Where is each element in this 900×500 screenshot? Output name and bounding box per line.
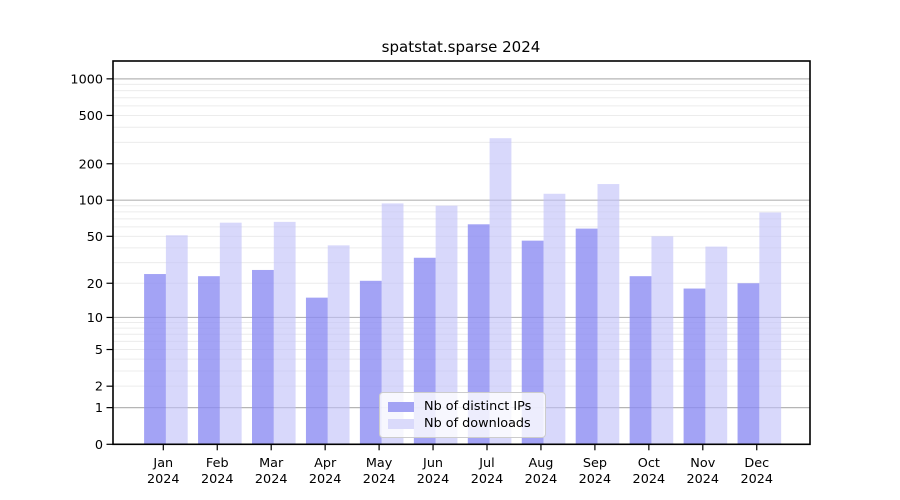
x-tick-label-year: 2024 — [740, 472, 773, 487]
legend-item-downloads: Nb of downloads — [388, 416, 537, 432]
y-tick-label: 10 — [87, 311, 103, 326]
bar-downloads-feb — [219, 222, 242, 445]
bar-distinct-ips-sep — [575, 228, 598, 445]
x-tick-label-month: Mar — [259, 456, 284, 471]
bar-distinct-ips-dec — [737, 283, 760, 445]
y-tick-label: 1000 — [70, 72, 103, 87]
legend-swatch-downloads — [388, 418, 414, 429]
x-tick-label-year: 2024 — [147, 472, 180, 487]
y-tick-label: 2 — [95, 380, 103, 395]
x-tick-label-month: Apr — [314, 456, 337, 471]
x-tick-label-year: 2024 — [255, 472, 288, 487]
y-tick-label: 1 — [95, 401, 103, 416]
legend-label-distinct-ips: Nb of distinct IPs — [424, 398, 532, 414]
y-tick-label: 50 — [87, 230, 103, 245]
chart-title: spatstat.sparse 2024 — [381, 38, 541, 56]
bar-downloads-aug — [543, 193, 566, 445]
bar-downloads-oct — [651, 236, 674, 445]
y-tick-label: 500 — [79, 109, 103, 124]
bar-downloads-jan — [165, 235, 188, 445]
x-tick-label-month: Jan — [152, 456, 173, 471]
plot-frame — [112, 60, 811, 446]
y-tick-label: 5 — [95, 343, 103, 358]
x-tick-label-year: 2024 — [579, 472, 612, 487]
bar-distinct-ips-jan — [144, 274, 166, 445]
bar-downloads-jul — [489, 138, 512, 445]
x-tick-label-month: Oct — [638, 456, 660, 471]
bar-downloads-apr — [327, 245, 350, 445]
y-tick-label: 100 — [79, 194, 103, 209]
bar-distinct-ips-may — [359, 280, 382, 445]
x-tick-label-year: 2024 — [201, 472, 234, 487]
legend-label-downloads: Nb of downloads — [424, 415, 531, 431]
bar-distinct-ips-nov — [683, 288, 706, 445]
x-tick-label-month: Aug — [528, 456, 553, 471]
x-tick-label-year: 2024 — [417, 472, 450, 487]
x-tick-label-month: Dec — [744, 456, 769, 471]
x-tick-label-year: 2024 — [363, 472, 396, 487]
x-tick-label-month: May — [366, 456, 393, 471]
y-tick-label: 0 — [95, 438, 103, 453]
bar-distinct-ips-jul — [467, 224, 490, 445]
x-tick-label-month: Jun — [422, 456, 443, 471]
bar-distinct-ips-oct — [629, 276, 652, 445]
x-tick-label-year: 2024 — [471, 472, 504, 487]
bar-downloads-mar — [273, 221, 296, 445]
legend: Nb of distinct IPs Nb of downloads — [379, 392, 546, 438]
x-tick-label-month: Feb — [206, 456, 229, 471]
bar-downloads-dec — [759, 212, 782, 445]
bar-downloads-nov — [705, 246, 728, 445]
bar-distinct-ips-apr — [305, 297, 328, 445]
x-tick-label-month: Nov — [690, 456, 715, 471]
bar-downloads-may — [381, 203, 404, 445]
x-tick-label-month: Jul — [478, 456, 494, 471]
bar-distinct-ips-mar — [252, 269, 274, 445]
legend-swatch-distinct-ips — [388, 401, 414, 412]
x-tick-label-year: 2024 — [687, 472, 720, 487]
y-tick-label: 200 — [79, 157, 103, 172]
legend-item-distinct-ips: Nb of distinct IPs — [388, 399, 537, 415]
bar-downloads-sep — [597, 184, 620, 445]
x-tick-label-year: 2024 — [525, 472, 558, 487]
bar-downloads-jun — [435, 205, 458, 445]
y-tick-label: 20 — [87, 277, 103, 292]
x-tick-label-month: Sep — [583, 456, 607, 471]
x-tick-label-year: 2024 — [633, 472, 666, 487]
bar-distinct-ips-feb — [198, 276, 220, 445]
x-tick-label-year: 2024 — [309, 472, 342, 487]
